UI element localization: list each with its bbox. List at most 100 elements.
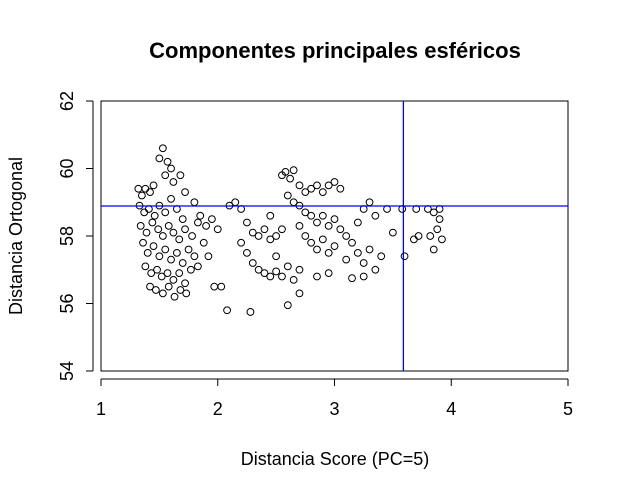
point	[283, 191, 292, 200]
point	[186, 265, 195, 274]
point	[178, 259, 187, 267]
point	[266, 235, 275, 244]
point	[223, 306, 231, 315]
point	[248, 228, 257, 237]
point	[301, 208, 310, 217]
point	[289, 166, 298, 175]
point	[243, 218, 251, 227]
point	[429, 208, 438, 217]
point	[175, 235, 184, 244]
point	[210, 282, 219, 291]
point	[359, 272, 368, 281]
point	[182, 289, 191, 298]
point	[204, 252, 213, 261]
point	[188, 232, 196, 240]
point	[318, 211, 327, 220]
point	[272, 267, 281, 276]
point	[272, 232, 281, 240]
point	[190, 198, 199, 207]
point	[281, 167, 290, 176]
point	[414, 232, 423, 240]
point	[435, 215, 444, 224]
point	[163, 157, 172, 166]
point	[154, 225, 163, 234]
point	[194, 262, 202, 271]
point	[134, 184, 143, 193]
x-tick-label: 3	[329, 399, 339, 419]
point	[181, 188, 189, 197]
point	[181, 225, 189, 234]
point	[143, 248, 152, 257]
point	[342, 232, 351, 240]
x-tick-label: 1	[96, 399, 106, 419]
point	[147, 269, 156, 278]
point	[324, 269, 333, 278]
point	[435, 205, 444, 213]
point	[433, 225, 442, 234]
point	[278, 272, 286, 281]
point	[231, 198, 240, 207]
point	[324, 181, 333, 190]
point	[161, 245, 170, 254]
point	[295, 289, 304, 298]
point	[169, 228, 178, 237]
point	[190, 252, 199, 261]
point	[155, 154, 164, 163]
point	[148, 218, 157, 227]
point	[412, 205, 421, 213]
x-axis-label: Distancia Score (PC=5)	[241, 449, 430, 469]
point	[318, 188, 327, 197]
point	[318, 235, 327, 244]
point	[348, 238, 356, 247]
point	[153, 265, 161, 274]
y-tick-label: 56	[57, 293, 77, 313]
point	[172, 248, 181, 257]
point	[330, 242, 339, 251]
point	[289, 275, 298, 284]
point	[155, 252, 164, 261]
x-tick-label: 4	[446, 399, 456, 419]
y-tick-label: 54	[57, 361, 77, 381]
point	[336, 184, 345, 193]
point	[161, 208, 170, 217]
plot-frame	[100, 100, 569, 372]
point	[157, 272, 166, 281]
point	[359, 205, 368, 213]
point	[272, 252, 281, 261]
y-tick-label: 62	[57, 91, 77, 111]
y-tick-label: 58	[57, 226, 77, 246]
point	[208, 215, 216, 224]
point	[141, 184, 150, 193]
point	[254, 265, 263, 274]
point	[301, 188, 310, 197]
point	[371, 265, 380, 274]
x-tick-label: 2	[213, 399, 223, 419]
point	[184, 245, 193, 254]
point	[142, 228, 151, 237]
point	[164, 282, 173, 291]
point	[149, 242, 158, 251]
point	[199, 238, 208, 247]
point	[398, 205, 407, 213]
point	[175, 269, 184, 278]
point	[278, 225, 286, 234]
point	[324, 248, 333, 257]
point	[141, 262, 150, 271]
point	[158, 144, 167, 153]
point	[324, 221, 333, 230]
point	[409, 235, 418, 244]
point	[307, 238, 316, 247]
point	[295, 221, 304, 230]
point	[254, 232, 263, 240]
point	[150, 211, 159, 220]
point	[248, 259, 257, 267]
point	[295, 181, 304, 190]
point	[353, 248, 362, 257]
point	[144, 205, 153, 213]
point	[348, 274, 356, 283]
point	[202, 221, 210, 230]
point	[246, 308, 255, 316]
point	[139, 238, 147, 247]
point	[140, 208, 149, 217]
